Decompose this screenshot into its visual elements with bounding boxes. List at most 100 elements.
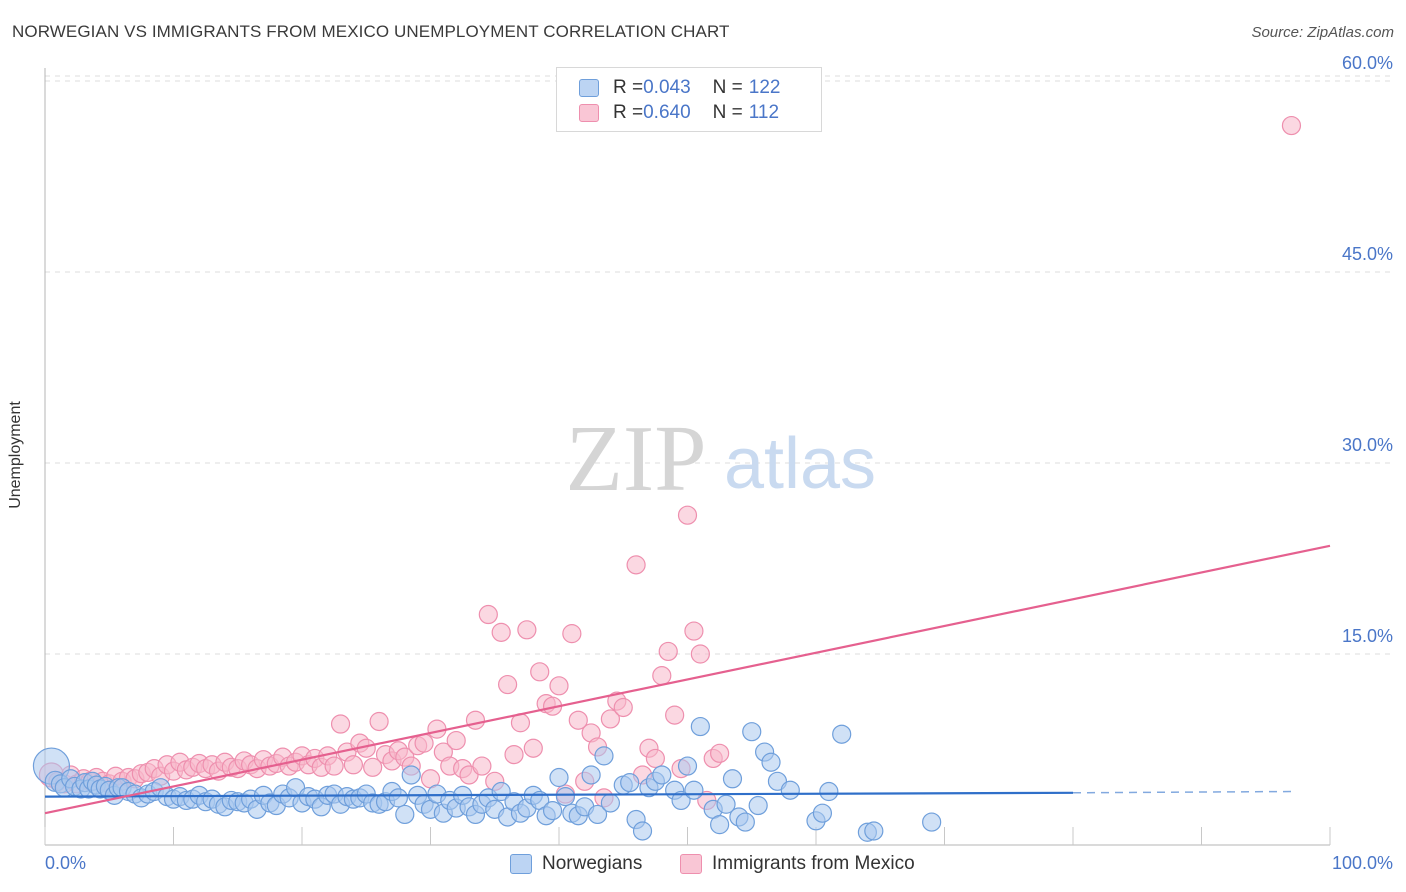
trend-lines xyxy=(44,544,1331,815)
mexico-point xyxy=(363,757,383,777)
mexico-point xyxy=(414,733,434,753)
mexico-point xyxy=(491,622,511,642)
mexico-point xyxy=(562,624,582,644)
norwegian-point xyxy=(594,746,614,766)
mexico-point xyxy=(710,743,730,763)
norwegian-point xyxy=(832,724,852,744)
mexico-point xyxy=(472,756,492,776)
norwegian-point xyxy=(388,788,408,808)
mexico-point xyxy=(478,604,498,625)
norwegian-point xyxy=(395,804,415,825)
legend-n-value: 112 xyxy=(748,102,780,123)
watermark-zip: ZIP xyxy=(566,407,707,511)
watermark-atlas: atlas xyxy=(724,424,876,504)
legend-row-norwegians: R = 0.043 N = 122 xyxy=(579,76,780,100)
y-tick-label: 30.0% xyxy=(1342,435,1393,455)
mexico-point xyxy=(600,709,621,729)
norwegian-point xyxy=(761,752,781,772)
norwegian-trend-extension xyxy=(1072,790,1292,794)
mexico-point xyxy=(665,705,685,725)
norwegian-point xyxy=(620,773,640,793)
norwegian-point xyxy=(652,765,672,785)
mexico-point xyxy=(549,676,569,696)
norwegian-point xyxy=(742,722,762,742)
legend-r-label: R = xyxy=(613,102,644,123)
stats-legend: R = 0.043 N = 122 R = 0.640 N = 112 xyxy=(556,67,822,132)
bottom-legend-mexico: Immigrants from Mexico xyxy=(680,852,915,876)
mexico-point xyxy=(523,738,543,758)
mexico-point xyxy=(645,748,665,769)
norwegian-point xyxy=(677,756,698,776)
bottom-legend-label: Norwegians xyxy=(542,853,643,874)
mexico-point xyxy=(613,697,633,718)
mexico-point xyxy=(658,641,678,662)
mexico-point xyxy=(343,755,363,775)
mexico-point xyxy=(498,674,518,695)
norwegian-point xyxy=(684,780,704,800)
norwegian-point xyxy=(722,769,743,789)
mexico-point xyxy=(517,620,537,640)
mexico-point xyxy=(427,719,447,739)
legend-swatch-pink xyxy=(579,104,599,122)
mexico-point xyxy=(446,730,466,751)
norwegian-point xyxy=(922,812,942,832)
legend-n-label: N = xyxy=(712,102,743,123)
mexico-point xyxy=(568,710,588,730)
mexico-point xyxy=(369,711,389,732)
norwegian-point xyxy=(600,793,621,813)
norwegian-point xyxy=(819,781,839,802)
y-tick-label: 15.0% xyxy=(1342,626,1393,646)
bottom-legend-swatch-pink xyxy=(680,854,702,874)
norwegian-point xyxy=(549,767,569,788)
chart-source: Source: ZipAtlas.com xyxy=(1251,24,1394,41)
norwegian-point xyxy=(735,812,755,832)
mexico-point xyxy=(677,505,698,525)
norwegian-point xyxy=(581,765,601,785)
mexico-point xyxy=(684,621,704,641)
mexico-point xyxy=(1281,115,1302,136)
norwegian-point xyxy=(748,795,768,816)
norwegian-point xyxy=(710,815,730,835)
norwegian-point xyxy=(780,780,800,800)
norwegian-point xyxy=(812,803,833,823)
mexico-trend-line xyxy=(44,544,1331,815)
mexico-point xyxy=(626,555,646,575)
mexico-point xyxy=(530,662,550,682)
norwegian-point xyxy=(542,801,563,821)
norwegian-point xyxy=(690,716,710,737)
legend-r-value: 0.640 xyxy=(643,102,691,123)
grid-layer xyxy=(45,75,1392,655)
x-tick-label: 0.0% xyxy=(45,853,86,873)
norwegian-point xyxy=(716,794,736,814)
legend-r-label: R = xyxy=(613,77,644,98)
norwegian-point xyxy=(632,821,653,841)
norwegian-point xyxy=(864,821,884,841)
mexico-point xyxy=(465,710,486,730)
norwegian-trend-line xyxy=(44,791,1074,798)
legend-r-value: 0.043 xyxy=(643,77,691,98)
legend-n-label: N = xyxy=(712,77,743,98)
mexico-point xyxy=(330,714,351,734)
norwegian-points xyxy=(32,716,942,842)
legend-n-value: 122 xyxy=(748,77,781,98)
norwegian-point xyxy=(587,804,608,825)
mexico-point xyxy=(504,744,524,765)
axis-layer xyxy=(44,68,1331,846)
y-tick-label: 60.0% xyxy=(1342,53,1393,73)
bottom-legend-norwegians: Norwegians xyxy=(510,852,642,876)
x-tick-label: 100.0% xyxy=(1332,853,1393,873)
mexico-point xyxy=(690,644,710,664)
legend-row-mexico: R = 0.640 N = 112 xyxy=(579,101,779,125)
bottom-legend-swatch-blue xyxy=(510,854,532,874)
norwegian-point xyxy=(401,765,421,785)
tick-labels: 15.0% 30.0% 45.0% 60.0% 0.0% 100.0% xyxy=(45,53,1393,873)
mexico-point xyxy=(652,666,672,686)
chart-title: NORWEGIAN VS IMMIGRANTS FROM MEXICO UNEM… xyxy=(12,22,730,41)
bottom-legend-label: Immigrants from Mexico xyxy=(712,853,915,874)
norwegian-point xyxy=(671,790,691,811)
norwegian-point xyxy=(555,787,576,807)
mexico-point xyxy=(324,756,344,776)
y-tick-label: 45.0% xyxy=(1342,244,1393,264)
watermark: ZIP atlas xyxy=(566,407,877,511)
